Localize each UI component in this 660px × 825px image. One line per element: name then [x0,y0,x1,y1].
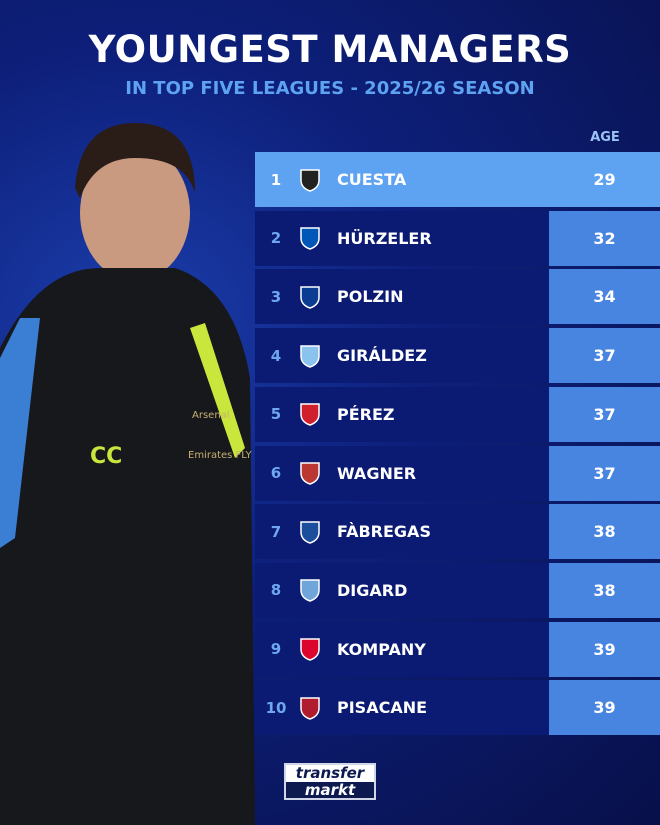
rank: 4 [270,346,282,365]
como-crest-icon [297,519,323,545]
rank: 8 [270,581,282,600]
rank: 3 [270,287,282,306]
manager-name: PISACANE [337,698,428,718]
manager-name: WAGNER [337,463,417,483]
manager-age: 29 [593,170,616,189]
hamburg-crest-icon [297,284,323,310]
manager-name: FÀBREGAS [337,522,431,542]
sponsor-text: Emirates FLY BETTER [188,450,260,461]
manager-name: DIGARD [337,580,408,600]
rank: 7 [270,522,282,541]
table-row: 8 DIGARD 38 [255,562,660,618]
rank: 10 [265,698,287,717]
table-row: 6 WAGNER 37 [255,445,660,501]
initials-text: CC [90,444,122,469]
augsburg-crest-icon [297,460,323,486]
rank: 9 [270,640,282,659]
manager-age: 38 [549,504,660,560]
rank: 1 [270,170,282,189]
manager-age: 39 [549,621,660,677]
table-row: 2 HÜRZELER 32 [255,210,660,266]
rank: 6 [270,464,282,482]
rank: 2 [270,229,282,248]
manager-name: PÉREZ [337,404,395,424]
transfermarkt-logo: transfer markt [284,763,376,800]
table-row: 4 GIRÁLDEZ 37 [255,328,660,384]
table-row: 10 PISACANE 39 [255,680,660,736]
le-havre-crest-icon [297,577,323,603]
page-title: YOUNGEST MANAGERS [88,28,572,71]
parma-crest-icon [297,167,323,193]
rayo-crest-icon [297,401,323,427]
table-row: 3 POLZIN 34 [255,269,660,325]
brighton-crest-icon [297,225,323,251]
manager-name: HÜRZELER [337,228,432,248]
table-row: 1 CUESTA 29 [255,152,660,207]
manager-age: 32 [549,210,660,266]
manager-age: 37 [549,386,660,442]
page-subtitle: IN TOP FIVE LEAGUES - 2025/26 SEASON [125,78,535,99]
manager-name: GIRÁLDEZ [337,346,427,366]
manager-age: 37 [549,328,660,384]
manager-name: KOMPANY [337,639,426,659]
table-row: 7 FÀBREGAS 38 [255,504,660,560]
club-text: Arsenal [192,410,230,421]
rank: 5 [270,405,282,424]
table-row: 5 PÉREZ 37 [255,386,660,442]
manager-age: 38 [549,562,660,618]
manager-age: 39 [549,680,660,736]
table-row: 9 KOMPANY 39 [255,621,660,677]
bayern-crest-icon [297,636,323,662]
age-column-header: AGE [590,130,620,145]
manager-name: POLZIN [337,287,404,307]
celta-crest-icon [297,343,323,369]
manager-photo: CC Arsenal Emirates FLY BETTER [0,123,260,825]
cagliari-crest-icon [297,695,323,721]
manager-age: 37 [549,445,660,501]
manager-name: CUESTA [337,170,407,189]
manager-age: 34 [549,269,660,325]
